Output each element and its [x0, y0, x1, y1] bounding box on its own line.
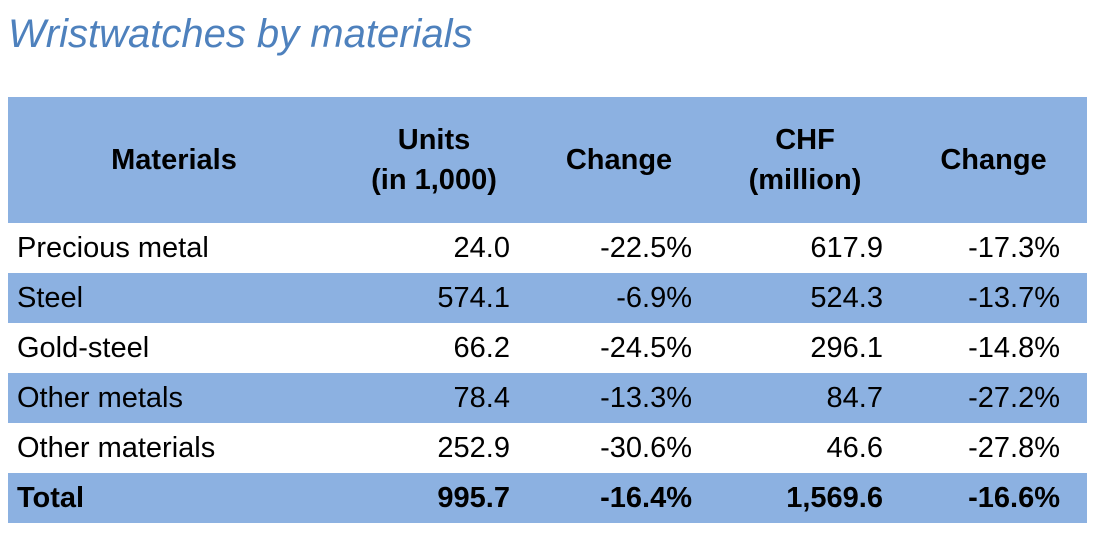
material-name-cell: Other metals: [8, 373, 340, 423]
column-header-chf-line1: CHF: [775, 124, 835, 156]
table-row-other-materials: Other materials 252.9 -30.6% 46.6 -27.8%: [8, 423, 1087, 473]
column-header-units-line1: Units: [397, 124, 471, 156]
table-row-gold-steel: Gold-steel 66.2 -24.5% 296.1 -14.8%: [8, 323, 1087, 373]
table-row-precious-metal: Precious metal 24.0 -22.5% 617.9 -17.3%: [8, 223, 1087, 273]
header-row: Materials Units (in 1,000) Change CHF (m…: [8, 97, 1087, 223]
units-value-cell: 24.0: [340, 223, 528, 273]
table-header: Materials Units (in 1,000) Change CHF (m…: [8, 97, 1087, 223]
units-value-cell: 66.2: [340, 323, 528, 373]
column-header-materials-label: Materials: [111, 144, 237, 176]
units-change-cell: -13.3%: [528, 373, 710, 423]
total-chf-cell: 1,569.6: [710, 473, 900, 523]
total-units-cell: 995.7: [340, 473, 528, 523]
units-change-cell: -22.5%: [528, 223, 710, 273]
column-header-chf-change: Change: [900, 97, 1087, 223]
chf-change-cell: -13.7%: [900, 273, 1087, 323]
column-header-chf-line2: (million): [748, 164, 862, 196]
table-row-total: Total 995.7 -16.4% 1,569.6 -16.6%: [8, 473, 1087, 523]
total-chf-change-cell: -16.6%: [900, 473, 1087, 523]
material-name-cell: Precious metal: [8, 223, 340, 273]
column-header-materials: Materials: [8, 97, 340, 223]
column-header-chf: CHF (million): [710, 97, 900, 223]
chf-change-cell: -27.2%: [900, 373, 1087, 423]
chf-value-cell: 84.7: [710, 373, 900, 423]
page-title: Wristwatches by materials: [8, 12, 473, 56]
units-value-cell: 78.4: [340, 373, 528, 423]
table-body: Precious metal 24.0 -22.5% 617.9 -17.3% …: [8, 223, 1087, 523]
units-change-cell: -6.9%: [528, 273, 710, 323]
units-change-cell: -30.6%: [528, 423, 710, 473]
units-change-cell: -24.5%: [528, 323, 710, 373]
column-header-units-change: Change: [528, 97, 710, 223]
total-label-cell: Total: [8, 473, 340, 523]
chf-value-cell: 46.6: [710, 423, 900, 473]
total-units-change-cell: -16.4%: [528, 473, 710, 523]
chf-change-cell: -17.3%: [900, 223, 1087, 273]
material-name-cell: Other materials: [8, 423, 340, 473]
material-name-cell: Steel: [8, 273, 340, 323]
chf-value-cell: 617.9: [710, 223, 900, 273]
chf-value-cell: 296.1: [710, 323, 900, 373]
column-header-chf-change-label: Change: [940, 144, 1047, 176]
table-row-other-metals: Other metals 78.4 -13.3% 84.7 -27.2%: [8, 373, 1087, 423]
material-name-cell: Gold-steel: [8, 323, 340, 373]
chf-change-cell: -14.8%: [900, 323, 1087, 373]
column-header-units-change-label: Change: [565, 144, 673, 176]
materials-table: Materials Units (in 1,000) Change CHF (m…: [8, 97, 1087, 523]
units-value-cell: 252.9: [340, 423, 528, 473]
table-row-steel: Steel 574.1 -6.9% 524.3 -13.7%: [8, 273, 1087, 323]
chf-change-cell: -27.8%: [900, 423, 1087, 473]
chf-value-cell: 524.3: [710, 273, 900, 323]
units-value-cell: 574.1: [340, 273, 528, 323]
column-header-units: Units (in 1,000): [340, 97, 528, 223]
column-header-units-line2: (in 1,000): [371, 164, 497, 196]
